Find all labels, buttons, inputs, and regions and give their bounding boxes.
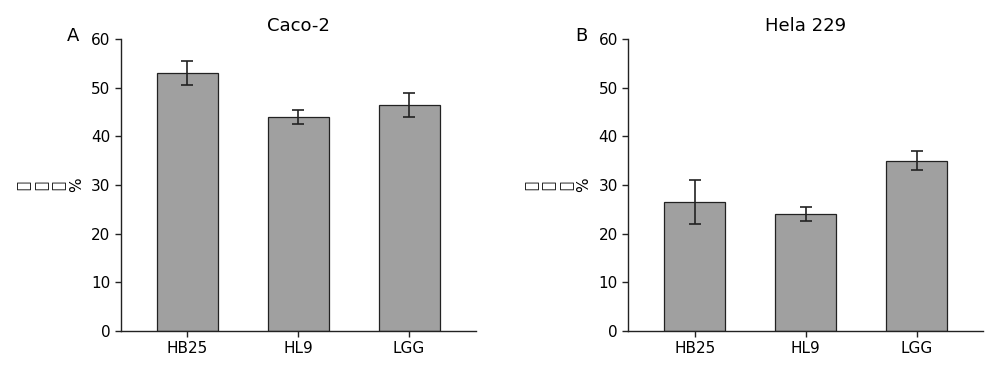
Bar xyxy=(157,73,218,331)
Bar xyxy=(379,105,440,331)
Title: Caco-2: Caco-2 xyxy=(267,17,330,35)
Y-axis label: 粘
附
率
%: 粘 附 率 % xyxy=(17,178,84,192)
Bar xyxy=(886,161,947,331)
Y-axis label: 粘
附
率
%: 粘 附 率 % xyxy=(524,178,592,192)
Bar xyxy=(775,214,836,331)
Bar xyxy=(664,202,725,331)
Text: B: B xyxy=(575,27,587,46)
Text: A: A xyxy=(67,27,80,46)
Bar xyxy=(268,117,329,331)
Title: Hela 229: Hela 229 xyxy=(765,17,846,35)
